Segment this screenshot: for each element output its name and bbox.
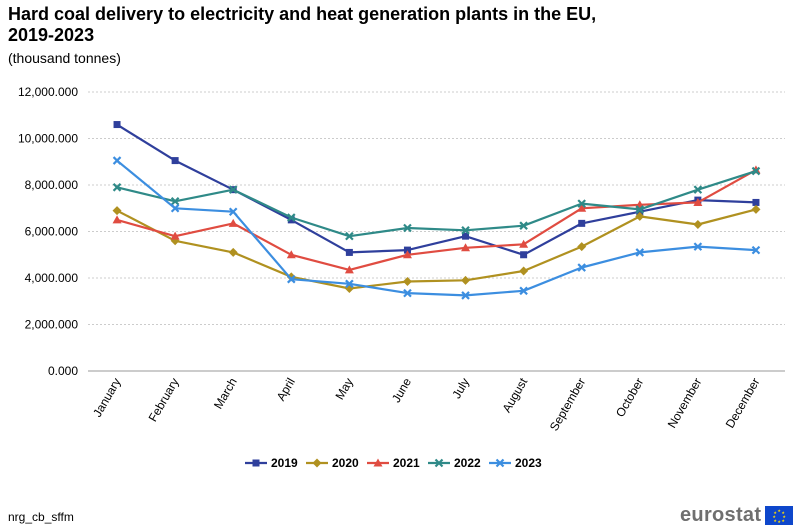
legend-label-2020: 2020 bbox=[332, 456, 359, 470]
data-point-2023 bbox=[228, 207, 238, 217]
y-tick-label: 8,000.000 bbox=[25, 178, 79, 192]
data-point-2023 bbox=[345, 279, 354, 289]
data-point-2019 bbox=[752, 198, 760, 206]
data-point-2023 bbox=[287, 274, 296, 284]
x-tick-label: October bbox=[613, 375, 646, 419]
data-point-2022 bbox=[228, 185, 238, 194]
y-tick-label: 10,000.000 bbox=[18, 132, 78, 146]
data-point-2020 bbox=[577, 242, 587, 252]
eurostat-logo: eurostat ★ ★ ★ ★ ★ ★ ★ ★ bbox=[680, 503, 794, 526]
chart-title-line-2: 2019-2023 bbox=[8, 25, 95, 45]
data-point-2022 bbox=[345, 231, 354, 241]
data-point-2022 bbox=[693, 185, 703, 194]
data-point-2023 bbox=[461, 291, 470, 300]
x-tick-label: July bbox=[449, 376, 472, 401]
legend-label-2023: 2023 bbox=[515, 456, 542, 470]
data-point-2023 bbox=[403, 288, 412, 298]
y-tick-label: 6,000.000 bbox=[25, 225, 79, 239]
data-point-2022 bbox=[635, 205, 645, 214]
data-point-2021 bbox=[228, 218, 238, 227]
x-tick-label: June bbox=[389, 375, 414, 405]
x-tick-label: February bbox=[146, 376, 182, 425]
data-point-2023 bbox=[170, 203, 180, 213]
legend-label-2019: 2019 bbox=[271, 456, 298, 470]
series-line-2021 bbox=[116, 168, 757, 271]
data-point-2019 bbox=[113, 121, 121, 129]
x-tick-label: August bbox=[499, 375, 530, 415]
data-point-2023 bbox=[635, 248, 645, 257]
data-point-2022 bbox=[112, 183, 122, 192]
data-point-2022 bbox=[577, 199, 586, 208]
legend-label-2021: 2021 bbox=[393, 456, 420, 470]
data-point-2020 bbox=[693, 220, 703, 230]
data-point-2022 bbox=[403, 223, 412, 233]
data-point-2023 bbox=[112, 156, 122, 165]
data-point-2019 bbox=[345, 248, 353, 256]
data-point-2022 bbox=[170, 196, 180, 206]
data-point-2020 bbox=[461, 275, 471, 285]
eurostat-logo-text: eurostat bbox=[680, 503, 762, 526]
data-point-2020 bbox=[228, 247, 238, 257]
series-line-2019 bbox=[116, 123, 757, 256]
legend-marker-2019 bbox=[252, 459, 260, 467]
x-tick-label: March bbox=[211, 376, 240, 412]
data-point-2021 bbox=[170, 231, 180, 240]
y-tick-label: 0.000 bbox=[48, 364, 78, 378]
x-tick-label: November bbox=[665, 376, 705, 431]
x-tick-label: December bbox=[723, 376, 763, 431]
chart-subtitle: (thousand tonnes) bbox=[8, 50, 121, 66]
data-point-2021 bbox=[577, 203, 587, 212]
data-point-2023 bbox=[577, 263, 586, 272]
x-tick-label: May bbox=[333, 376, 356, 403]
legend-marker-2021 bbox=[373, 458, 383, 467]
chart-title: Hard coal delivery to electricity and he… bbox=[8, 4, 648, 46]
data-point-2020 bbox=[751, 204, 761, 214]
legend-marker-2022 bbox=[434, 458, 444, 468]
data-point-2021 bbox=[402, 250, 412, 259]
source-code: nrg_cb_sffm bbox=[8, 510, 74, 524]
series-line-2020 bbox=[116, 208, 757, 290]
legend-marker-2020 bbox=[312, 458, 322, 468]
x-tick-label: September bbox=[547, 376, 588, 434]
legend-marker-2023 bbox=[495, 458, 505, 468]
data-point-2021 bbox=[344, 265, 354, 274]
data-point-2020 bbox=[112, 206, 122, 216]
data-point-2019 bbox=[520, 251, 528, 259]
data-point-2022 bbox=[751, 166, 761, 176]
series-line-2023 bbox=[116, 159, 757, 297]
data-point-2019 bbox=[578, 219, 586, 227]
data-point-2021 bbox=[461, 243, 471, 252]
data-point-2019 bbox=[287, 216, 295, 224]
data-point-2023 bbox=[519, 286, 528, 296]
eu-flag-icon: ★ ★ ★ ★ ★ ★ ★ ★ bbox=[765, 505, 794, 525]
data-point-2019 bbox=[171, 157, 179, 165]
legend-label-2022: 2022 bbox=[454, 456, 481, 470]
data-point-2020 bbox=[519, 266, 529, 276]
data-point-2019 bbox=[636, 208, 644, 216]
data-point-2021 bbox=[112, 215, 122, 224]
data-point-2020 bbox=[402, 276, 412, 286]
data-point-2022 bbox=[287, 213, 296, 222]
data-point-2022 bbox=[519, 221, 528, 230]
series-line-2022 bbox=[116, 170, 757, 238]
line-chart: 0.000 2,000.000 4,000.000 6,000.000 8,000.00… bbox=[18, 85, 785, 470]
chart-title-line-1: Hard coal delivery to electricity and he… bbox=[8, 4, 597, 24]
data-point-2022 bbox=[461, 226, 470, 235]
data-point-2021 bbox=[286, 250, 296, 259]
y-tick-label: 2,000.000 bbox=[25, 318, 79, 332]
data-point-2021 bbox=[693, 197, 703, 206]
y-tick-label: 4,000.000 bbox=[25, 271, 79, 285]
y-tick-label: 12,000.000 bbox=[18, 85, 78, 99]
x-tick-label: April bbox=[274, 376, 298, 404]
data-point-2019 bbox=[462, 232, 470, 240]
x-tick-label: January bbox=[90, 376, 123, 420]
data-point-2023 bbox=[751, 245, 761, 255]
data-point-2021 bbox=[519, 239, 529, 248]
data-point-2020 bbox=[635, 211, 645, 221]
data-point-2023 bbox=[693, 242, 703, 251]
data-point-2019 bbox=[403, 246, 411, 254]
